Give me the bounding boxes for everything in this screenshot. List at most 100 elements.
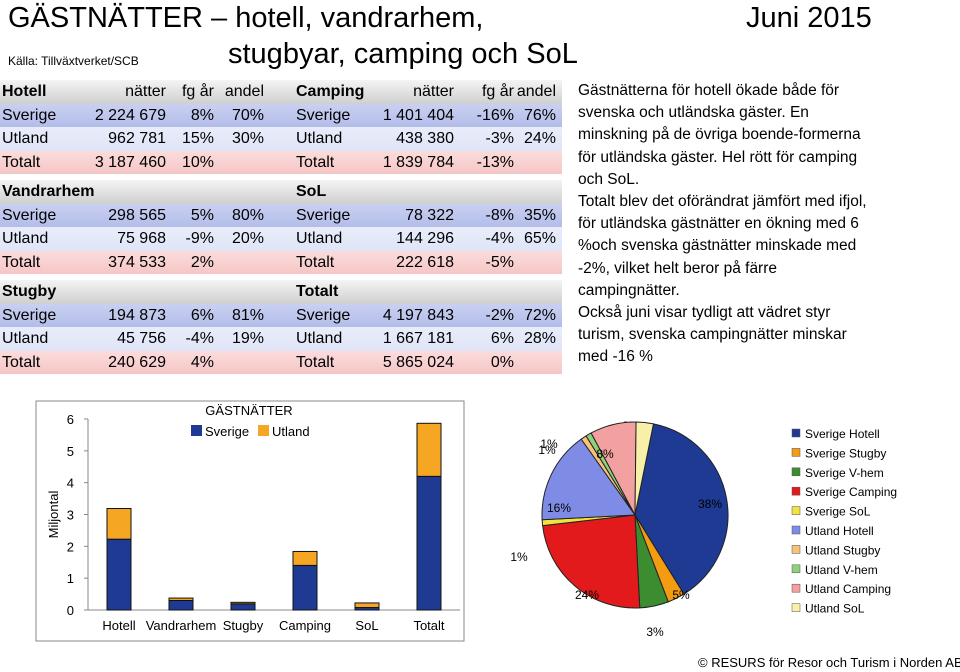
- table-row: Sverige 298 565 5% 80% Sverige 78 322 -8% 35%: [0, 203, 562, 227]
- section-title: Stugby: [2, 283, 57, 300]
- y-tick-label: 2: [67, 539, 74, 554]
- section-title: Camping: [296, 83, 365, 100]
- cell-share: 28%: [523, 330, 556, 347]
- y-tick-label: 4: [67, 476, 74, 491]
- cell-change: -13%: [476, 153, 514, 171]
- cell-share: 24%: [523, 130, 556, 147]
- cell-share: 19%: [231, 330, 264, 347]
- cell-nights: 78 322: [405, 206, 454, 224]
- cell-label: Utland: [2, 130, 49, 147]
- cell-share: 72%: [523, 306, 556, 324]
- y-tick-label: 1: [67, 571, 74, 586]
- pie-data-label: 8%: [596, 447, 614, 461]
- table-row: Sverige 194 873 6% 81% Sverige 4 197 843 -2% 72…: [0, 303, 562, 327]
- cell-change: 2%: [190, 253, 214, 271]
- column-header: fg år: [181, 83, 214, 100]
- bar-utland: [354, 602, 380, 609]
- bar-utland: [230, 601, 256, 605]
- report-month: Juni 2015: [746, 2, 872, 34]
- pie-data-label: 3%: [646, 625, 664, 639]
- legend-swatch: [791, 506, 801, 515]
- legend-swatch: [191, 425, 202, 436]
- legend-swatch: [791, 603, 801, 612]
- legend-swatch: [791, 428, 801, 438]
- legend-label: Sverige SoL: [805, 505, 871, 519]
- cell-label: Utland: [2, 230, 49, 247]
- legend-label: Sverige Camping: [805, 485, 897, 499]
- bar-utland: [292, 550, 318, 566]
- cell-label: Utland: [296, 230, 343, 247]
- pie-data-label: 24%: [575, 588, 599, 602]
- x-tick-label: Vandrarhem: [146, 618, 217, 633]
- page-title-line2: stugbyar, camping och SoL: [228, 38, 578, 70]
- cell-change: -16%: [476, 106, 514, 124]
- cell-nights: 298 565: [108, 206, 166, 224]
- y-tick-label: 0: [67, 603, 74, 618]
- bar-utland: [168, 597, 194, 601]
- table-section-header: Stugby Totalt: [0, 280, 562, 304]
- cell-label: Sverige: [2, 306, 57, 324]
- copyright: © RESURS för Resor och Turism i Norden A…: [698, 655, 960, 670]
- x-tick-label: Camping: [279, 618, 331, 633]
- x-tick-label: SoL: [355, 618, 378, 633]
- column-header: andel: [224, 83, 264, 100]
- legend-label: Utland Camping: [805, 582, 891, 596]
- x-tick-label: Hotell: [102, 618, 135, 633]
- table-row: Totalt 240 629 4% Totalt 5 865 024 0%: [0, 350, 562, 374]
- legend-swatch: [791, 564, 801, 574]
- cell-label: Totalt: [296, 253, 335, 271]
- legend-label: Sverige Stugby: [805, 446, 886, 460]
- table-section-header: Hotell Camping nätter fg år andel nätter fg år…: [0, 80, 562, 104]
- cell-nights: 144 296: [396, 230, 454, 247]
- page-title: GÄSTNÄTTER – hotell, vandrarhem,: [8, 2, 484, 34]
- commentary-text: Gästnätterna för hotell ökade både för s…: [578, 80, 870, 369]
- cell-label: Sverige: [296, 306, 351, 324]
- pie-data-label: 5%: [672, 588, 690, 602]
- legend-label: Sverige Hotell: [805, 427, 880, 441]
- cell-label: Totalt: [2, 153, 41, 171]
- table-row: Utland 45 756 -4% 19% Utland 1 667 181 6% 28%: [0, 327, 562, 351]
- bar-utland: [106, 508, 132, 540]
- bar-sverige: [106, 538, 132, 611]
- cell-change: -5%: [485, 253, 514, 271]
- bar-sverige: [168, 599, 194, 611]
- legend-swatch: [791, 467, 801, 477]
- cell-change: 0%: [490, 353, 514, 371]
- statistics-table: Hotell Camping nätter fg år andel nätter fg år…: [0, 80, 562, 374]
- cell-change: -4%: [485, 230, 514, 247]
- cell-change: 6%: [190, 306, 214, 324]
- cell-nights: 45 756: [117, 330, 166, 347]
- cell-change: 5%: [190, 206, 214, 224]
- section-title: Totalt: [296, 283, 339, 300]
- cell-change: 10%: [181, 153, 214, 171]
- pie-data-label: 1%: [510, 550, 528, 564]
- commentary-paragraph: Också juni visar tydligt att vädret styr…: [578, 304, 847, 366]
- cell-label: Totalt: [2, 353, 41, 371]
- cell-change: 8%: [190, 106, 214, 124]
- cell-share: 80%: [231, 206, 264, 224]
- cell-label: Totalt: [2, 253, 41, 271]
- y-axis-label: Miljontal: [46, 491, 61, 539]
- y-tick-label: 3: [67, 508, 74, 523]
- source-note: Källa: Tillväxtverket/SCB: [8, 54, 139, 68]
- cell-label: Totalt: [296, 353, 335, 371]
- cell-nights: 438 380: [396, 130, 454, 147]
- cell-share: 76%: [523, 106, 556, 124]
- table-row: Utland 75 968 -9% 20% Utland 144 296 -4% 65%: [0, 227, 562, 251]
- legend-label: Utland Hotell: [805, 524, 874, 538]
- cell-label: Sverige: [296, 206, 351, 224]
- table-row: Totalt 374 533 2% Totalt 222 618 -5%: [0, 250, 562, 274]
- cell-share: 30%: [231, 130, 264, 147]
- commentary-paragraph: Gästnätterna för hotell ökade både för s…: [578, 82, 861, 188]
- cell-label: Sverige: [296, 106, 351, 124]
- x-tick-label: Totalt: [413, 618, 444, 633]
- bar-sverige: [230, 603, 256, 611]
- legend-swatch: [791, 448, 801, 457]
- cell-change: 6%: [490, 330, 514, 347]
- section-title: Hotell: [2, 83, 47, 100]
- chart-title: GÄSTNÄTTER: [205, 403, 292, 418]
- legend-swatch: [791, 486, 801, 496]
- cell-nights: 374 533: [108, 253, 166, 271]
- cell-nights: 75 968: [117, 230, 166, 247]
- column-header: andel: [516, 83, 556, 100]
